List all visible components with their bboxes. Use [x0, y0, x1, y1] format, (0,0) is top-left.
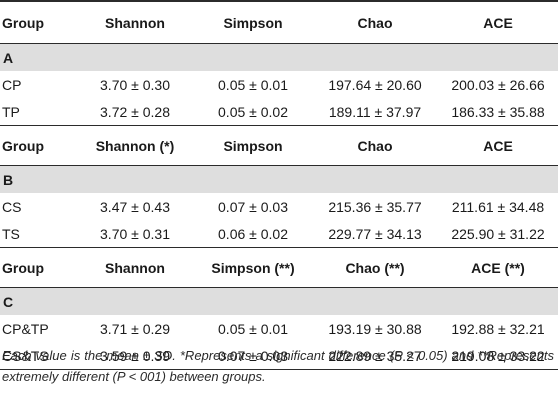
diversity-table: Group Shannon Simpson Chao ACE A CP 3.70… — [0, 1, 558, 370]
header-ace: ACE — [483, 137, 513, 154]
cell-shannon: 3.47 ± 0.43 — [100, 198, 170, 215]
cell-shannon: 3.71 ± 0.29 — [100, 320, 170, 337]
header-row-b: Group Shannon (*) Simpson Chao ACE — [0, 125, 558, 166]
cell-chao: 229.77 ± 34.13 — [328, 225, 422, 242]
cell-simpson: 0.07 ± 0.03 — [218, 347, 288, 364]
header-shannon: Shannon — [105, 259, 165, 276]
cell-shannon: 3.59 ± 0.39 — [100, 347, 170, 364]
header-shannon: Shannon — [105, 14, 165, 31]
cell-shannon: 3.72 ± 0.28 — [100, 103, 170, 120]
cell-shannon: 3.70 ± 0.30 — [100, 76, 170, 93]
header-simpson: Simpson (**) — [211, 259, 295, 276]
header-chao: Chao (**) — [345, 259, 405, 276]
cell-ace: 186.33 ± 35.88 — [451, 103, 545, 120]
header-simpson: Simpson — [223, 137, 283, 154]
section-label: A — [0, 43, 558, 71]
section-label: C — [0, 287, 558, 315]
cell-ace: 200.03 ± 26.66 — [451, 76, 545, 93]
header-row-c: Group Shannon Simpson (**) Chao (**) ACE… — [0, 247, 558, 288]
cell-ace: 225.90 ± 31.22 — [451, 225, 545, 242]
header-group: Group — [2, 259, 44, 276]
table-row: CS&TS 3.59 ± 0.39 0.07 ± 0.03 222.89 ± 3… — [0, 342, 558, 370]
section-label-row-c: C — [0, 287, 558, 315]
header-chao: Chao — [357, 14, 393, 31]
section-label-row-a: A — [0, 43, 558, 71]
cell-group: CS&TS — [2, 347, 49, 364]
cell-simpson: 0.07 ± 0.03 — [218, 198, 288, 215]
header-chao: Chao — [357, 137, 393, 154]
table-row: CP&TP 3.71 ± 0.29 0.05 ± 0.01 193.19 ± 3… — [0, 315, 558, 342]
cell-chao: 189.11 ± 37.97 — [328, 103, 422, 120]
cell-simpson: 0.05 ± 0.02 — [218, 103, 288, 120]
table-row: TP 3.72 ± 0.28 0.05 ± 0.02 189.11 ± 37.9… — [0, 98, 558, 126]
table-footnote: Each value is the mean ± SD. *Represents… — [2, 348, 554, 384]
cell-simpson: 0.06 ± 0.02 — [218, 225, 288, 242]
cell-simpson: 0.05 ± 0.01 — [218, 76, 288, 93]
cell-simpson: 0.05 ± 0.01 — [218, 320, 288, 337]
cell-group: TP — [2, 103, 20, 120]
cell-group: CS — [2, 198, 22, 215]
cell-chao: 193.19 ± 30.88 — [328, 320, 422, 337]
header-shannon: Shannon (*) — [95, 137, 175, 154]
section-label-row-b: B — [0, 165, 558, 193]
cell-group: TS — [2, 225, 20, 242]
cell-ace: 219.08 ± 33.22 — [451, 347, 545, 364]
cell-ace: 192.88 ± 32.21 — [451, 320, 545, 337]
cell-shannon: 3.70 ± 0.31 — [100, 225, 170, 242]
cell-chao: 222.89 ± 35.27 — [328, 347, 422, 364]
section-label: B — [0, 165, 558, 193]
cell-chao: 215.36 ± 35.77 — [328, 198, 422, 215]
cell-chao: 197.64 ± 20.60 — [328, 76, 422, 93]
header-ace: ACE — [483, 14, 513, 31]
header-group: Group — [2, 137, 44, 154]
header-ace: ACE (**) — [471, 259, 525, 276]
cell-ace: 211.61 ± 34.48 — [451, 198, 545, 215]
cell-group: CP — [2, 76, 22, 93]
header-group: Group — [2, 14, 44, 31]
cell-group: CP&TP — [2, 320, 49, 337]
table-row: CS 3.47 ± 0.43 0.07 ± 0.03 215.36 ± 35.7… — [0, 193, 558, 220]
header-row-a: Group Shannon Simpson Chao ACE — [0, 1, 558, 44]
table-row: CP 3.70 ± 0.30 0.05 ± 0.01 197.64 ± 20.6… — [0, 71, 558, 98]
table-row: TS 3.70 ± 0.31 0.06 ± 0.02 229.77 ± 34.1… — [0, 220, 558, 248]
header-simpson: Simpson — [223, 14, 283, 31]
